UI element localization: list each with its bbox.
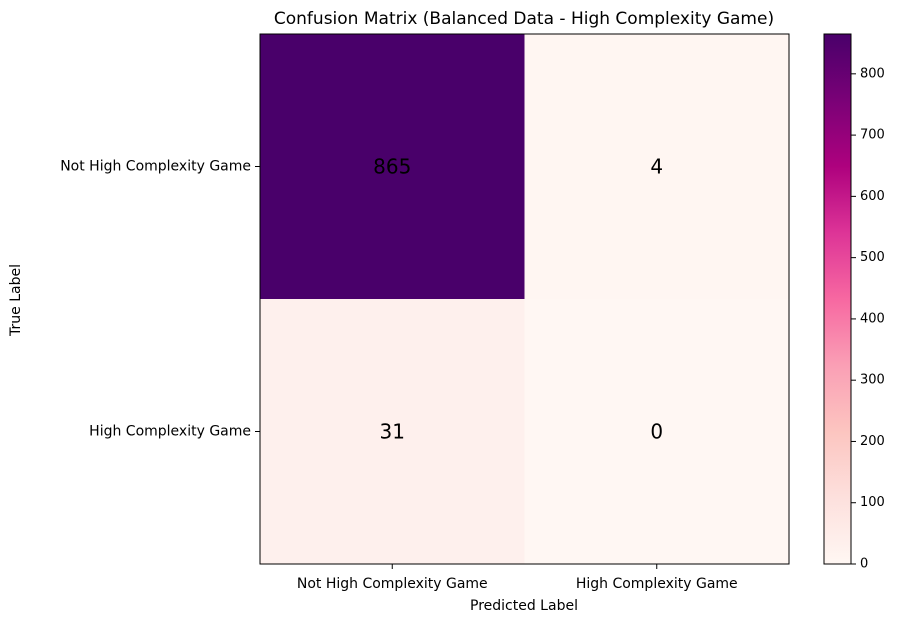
cell-value-label: 0 xyxy=(650,420,663,444)
colorbar-tick-label: 200 xyxy=(860,434,885,449)
colorbar-tick-label: 700 xyxy=(860,128,885,143)
x-tick-label: Not High Complexity Game xyxy=(297,576,488,592)
y-tick-label: High Complexity Game xyxy=(89,424,251,440)
y-tick-label: Not High Complexity Game xyxy=(60,159,251,175)
colorbar-tick-label: 100 xyxy=(860,495,885,510)
matrix-cell-r0-c0 xyxy=(260,34,525,299)
colorbar-tick-label: 600 xyxy=(860,189,885,204)
heatmap-cells: 865 4 31 0 xyxy=(260,34,789,564)
matrix-cell-r1-c1 xyxy=(524,299,789,564)
colorbar-tick-label: 500 xyxy=(860,250,885,265)
colorbar-tick-label: 800 xyxy=(860,66,885,81)
colorbar-tick-label: 300 xyxy=(860,373,885,388)
matrix-cell-r1-c0 xyxy=(260,299,525,564)
colorbar-tick-label: 400 xyxy=(860,311,885,326)
colorbar-tick-label: 0 xyxy=(860,557,868,572)
x-axis-ticks: Not High Complexity Game High Complexity … xyxy=(297,564,738,592)
y-axis-label: True Label xyxy=(8,264,24,337)
plot-frame xyxy=(259,33,790,565)
y-axis-ticks: Not High Complexity Game High Complexity … xyxy=(60,159,260,440)
cell-value-label: 31 xyxy=(380,420,405,444)
x-axis-label: Predicted Label xyxy=(470,598,578,614)
matrix-cell-r0-c1 xyxy=(524,34,789,299)
colorbar xyxy=(823,33,852,565)
cell-value-label: 865 xyxy=(373,155,411,179)
cell-value-label: 4 xyxy=(650,155,663,179)
chart-title: Confusion Matrix (Balanced Data - High C… xyxy=(274,9,774,29)
x-tick-label: High Complexity Game xyxy=(576,576,738,592)
colorbar-ticks: 0 100 200 300 400 500 600 700 800 xyxy=(851,66,885,572)
